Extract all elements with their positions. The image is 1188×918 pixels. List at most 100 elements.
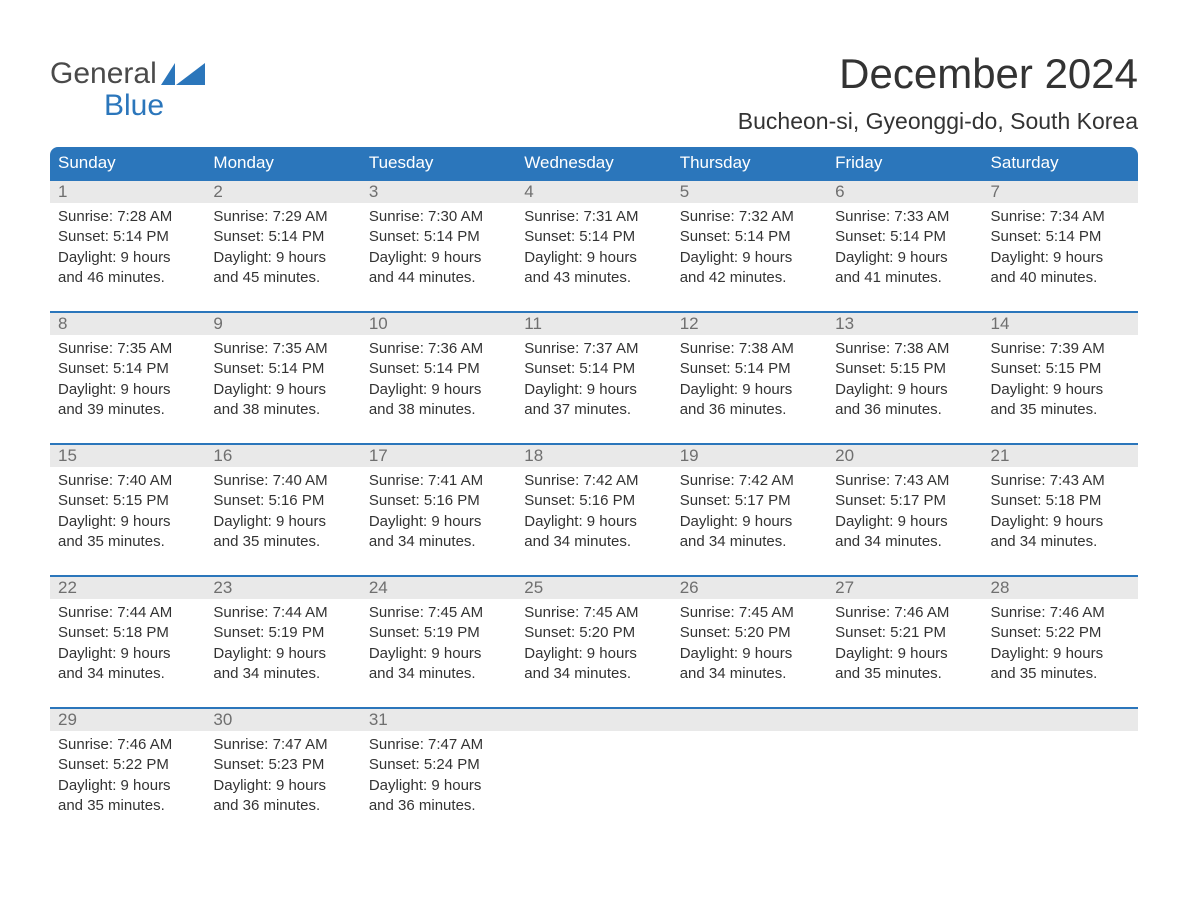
day-cell: 27Sunrise: 7:46 AMSunset: 5:21 PMDayligh… [827,575,982,707]
day-content: Sunrise: 7:45 AMSunset: 5:20 PMDaylight:… [672,599,827,688]
sunset-text: Sunset: 5:14 PM [524,227,663,247]
dl2-text: and 35 minutes. [58,532,197,552]
sunset-text: Sunset: 5:20 PM [524,623,663,643]
location-subtitle: Bucheon-si, Gyeonggi-do, South Korea [738,108,1138,135]
sunset-text: Sunset: 5:17 PM [680,491,819,511]
day-number: 27 [827,575,982,599]
day-content: Sunrise: 7:45 AMSunset: 5:19 PMDaylight:… [361,599,516,688]
sunrise-text: Sunrise: 7:40 AM [58,471,197,491]
dl1-text: Daylight: 9 hours [58,380,197,400]
sunset-text: Sunset: 5:14 PM [213,227,352,247]
day-cell: 26Sunrise: 7:45 AMSunset: 5:20 PMDayligh… [672,575,827,707]
dl2-text: and 42 minutes. [680,268,819,288]
day-content: Sunrise: 7:41 AMSunset: 5:16 PMDaylight:… [361,467,516,556]
day-content: Sunrise: 7:30 AMSunset: 5:14 PMDaylight:… [361,203,516,292]
day-cell: 1Sunrise: 7:28 AMSunset: 5:14 PMDaylight… [50,179,205,311]
dl2-text: and 34 minutes. [835,532,974,552]
day-cell [672,707,827,839]
day-content: Sunrise: 7:39 AMSunset: 5:15 PMDaylight:… [983,335,1138,424]
sunset-text: Sunset: 5:19 PM [213,623,352,643]
day-number: 10 [361,311,516,335]
sunrise-text: Sunrise: 7:34 AM [991,207,1130,227]
day-content: Sunrise: 7:34 AMSunset: 5:14 PMDaylight:… [983,203,1138,292]
dl2-text: and 34 minutes. [369,532,508,552]
day-number [827,707,982,731]
sunrise-text: Sunrise: 7:44 AM [213,603,352,623]
day-content: Sunrise: 7:36 AMSunset: 5:14 PMDaylight:… [361,335,516,424]
month-title: December 2024 [738,50,1138,98]
logo-text-top: General [50,58,157,90]
sunrise-text: Sunrise: 7:45 AM [524,603,663,623]
dl1-text: Daylight: 9 hours [524,248,663,268]
dl1-text: Daylight: 9 hours [369,644,508,664]
sunset-text: Sunset: 5:14 PM [524,359,663,379]
sunrise-text: Sunrise: 7:36 AM [369,339,508,359]
sunset-text: Sunset: 5:16 PM [213,491,352,511]
dl2-text: and 36 minutes. [213,796,352,816]
dl1-text: Daylight: 9 hours [680,248,819,268]
day-number: 5 [672,179,827,203]
day-content: Sunrise: 7:42 AMSunset: 5:16 PMDaylight:… [516,467,671,556]
day-cell: 13Sunrise: 7:38 AMSunset: 5:15 PMDayligh… [827,311,982,443]
dl2-text: and 40 minutes. [991,268,1130,288]
sunrise-text: Sunrise: 7:39 AM [991,339,1130,359]
week-row: 1Sunrise: 7:28 AMSunset: 5:14 PMDaylight… [50,179,1138,311]
dl1-text: Daylight: 9 hours [213,644,352,664]
day-number: 14 [983,311,1138,335]
sunset-text: Sunset: 5:18 PM [58,623,197,643]
sunrise-text: Sunrise: 7:43 AM [835,471,974,491]
day-cell: 24Sunrise: 7:45 AMSunset: 5:19 PMDayligh… [361,575,516,707]
dl2-text: and 43 minutes. [524,268,663,288]
dl2-text: and 44 minutes. [369,268,508,288]
sunrise-text: Sunrise: 7:46 AM [835,603,974,623]
sunrise-text: Sunrise: 7:41 AM [369,471,508,491]
day-number: 31 [361,707,516,731]
sunset-text: Sunset: 5:16 PM [524,491,663,511]
dl2-text: and 36 minutes. [680,400,819,420]
sunset-text: Sunset: 5:14 PM [991,227,1130,247]
day-number: 13 [827,311,982,335]
day-cell: 4Sunrise: 7:31 AMSunset: 5:14 PMDaylight… [516,179,671,311]
day-number: 11 [516,311,671,335]
day-cell: 15Sunrise: 7:40 AMSunset: 5:15 PMDayligh… [50,443,205,575]
sunrise-text: Sunrise: 7:46 AM [991,603,1130,623]
dl1-text: Daylight: 9 hours [835,380,974,400]
sunrise-text: Sunrise: 7:45 AM [369,603,508,623]
dl2-text: and 35 minutes. [213,532,352,552]
day-cell: 6Sunrise: 7:33 AMSunset: 5:14 PMDaylight… [827,179,982,311]
day-number [516,707,671,731]
dl2-text: and 41 minutes. [835,268,974,288]
dl2-text: and 34 minutes. [991,532,1130,552]
day-cell: 7Sunrise: 7:34 AMSunset: 5:14 PMDaylight… [983,179,1138,311]
sunset-text: Sunset: 5:18 PM [991,491,1130,511]
dl2-text: and 34 minutes. [524,664,663,684]
sunrise-text: Sunrise: 7:47 AM [213,735,352,755]
day-cell: 21Sunrise: 7:43 AMSunset: 5:18 PMDayligh… [983,443,1138,575]
sunset-text: Sunset: 5:22 PM [991,623,1130,643]
dl2-text: and 46 minutes. [58,268,197,288]
sunrise-text: Sunrise: 7:35 AM [213,339,352,359]
calendar-table: Sunday Monday Tuesday Wednesday Thursday… [50,147,1138,839]
day-number [983,707,1138,731]
dl1-text: Daylight: 9 hours [369,776,508,796]
dl1-text: Daylight: 9 hours [991,512,1130,532]
day-content: Sunrise: 7:44 AMSunset: 5:18 PMDaylight:… [50,599,205,688]
day-cell: 3Sunrise: 7:30 AMSunset: 5:14 PMDaylight… [361,179,516,311]
day-content: Sunrise: 7:46 AMSunset: 5:21 PMDaylight:… [827,599,982,688]
sunset-text: Sunset: 5:14 PM [369,359,508,379]
sunset-text: Sunset: 5:14 PM [680,359,819,379]
day-content: Sunrise: 7:47 AMSunset: 5:23 PMDaylight:… [205,731,360,820]
day-number: 17 [361,443,516,467]
dl1-text: Daylight: 9 hours [58,776,197,796]
sunset-text: Sunset: 5:22 PM [58,755,197,775]
day-content: Sunrise: 7:47 AMSunset: 5:24 PMDaylight:… [361,731,516,820]
day-cell: 30Sunrise: 7:47 AMSunset: 5:23 PMDayligh… [205,707,360,839]
dl1-text: Daylight: 9 hours [369,512,508,532]
day-content [516,731,671,739]
day-content: Sunrise: 7:33 AMSunset: 5:14 PMDaylight:… [827,203,982,292]
dl2-text: and 34 minutes. [680,532,819,552]
day-number: 21 [983,443,1138,467]
logo: General Blue [50,50,205,121]
sunset-text: Sunset: 5:20 PM [680,623,819,643]
day-cell: 12Sunrise: 7:38 AMSunset: 5:14 PMDayligh… [672,311,827,443]
